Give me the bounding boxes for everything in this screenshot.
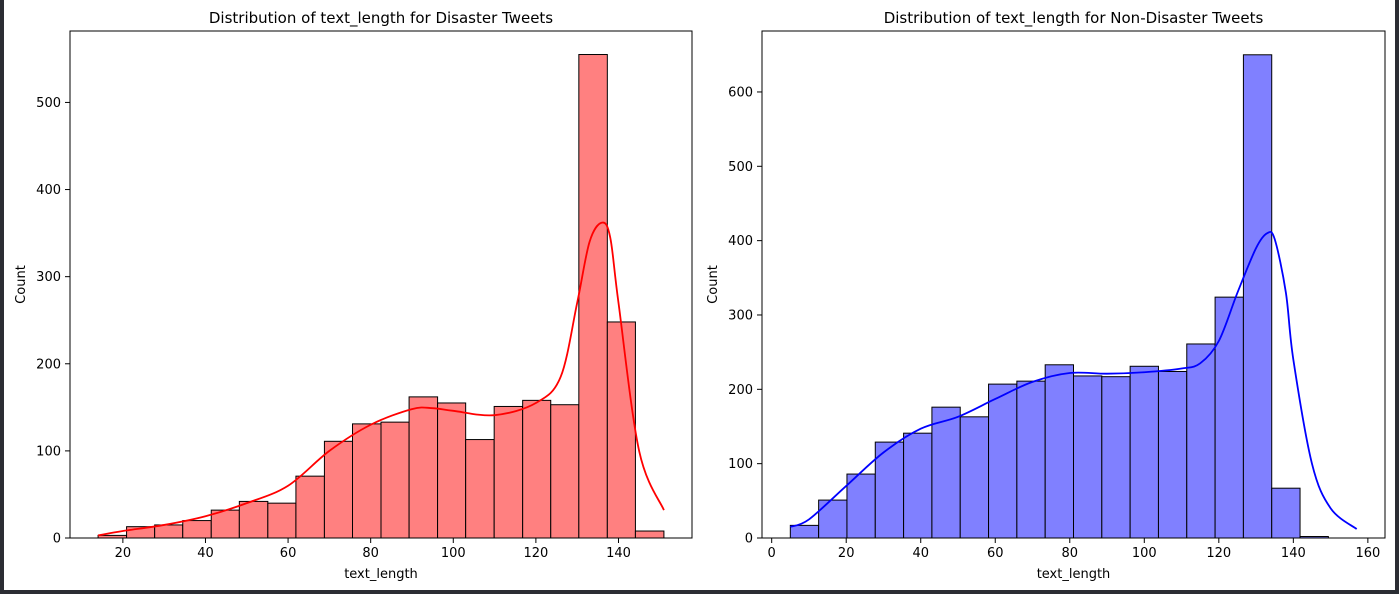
non-disaster-bars <box>789 54 1329 539</box>
non-disaster-bar-2 <box>846 473 876 539</box>
disaster-y-tick-label: 200 <box>36 357 61 372</box>
non-disaster-y-tick-label: 100 <box>728 457 753 472</box>
non-disaster-chart-title: Distribution of text_length for Non-Disa… <box>884 9 1264 28</box>
disaster-bar-19 <box>634 530 665 539</box>
disaster-y-tick-label: 300 <box>36 270 61 285</box>
disaster-x-axis-label: text_length <box>344 567 418 582</box>
disaster-x-tick-label: 140 <box>606 546 631 561</box>
non-disaster-bar-14 <box>1186 343 1216 539</box>
non-disaster-bar-8 <box>1016 380 1046 539</box>
non-disaster-x-tick-label: 160 <box>1355 546 1380 561</box>
disaster-x-tick-label: 40 <box>197 546 214 561</box>
disaster-bar-8 <box>323 440 354 539</box>
disaster-y-tick-label: 400 <box>36 183 61 198</box>
non-disaster-bar-11 <box>1101 376 1131 539</box>
non-disaster-y-tick-label: 200 <box>728 383 753 398</box>
disaster-chart-title: Distribution of text_length for Disaster… <box>209 9 553 28</box>
disaster-axes-frame <box>69 30 693 539</box>
disaster-bar-2 <box>154 524 184 539</box>
disaster-y-axis-label: Count <box>14 265 29 304</box>
non-disaster-bar-9 <box>1044 364 1074 539</box>
non-disaster-bar-1 <box>818 499 848 539</box>
non-disaster-y-axis-label: Count <box>706 265 721 304</box>
non-disaster-x-tick-label: 0 <box>768 546 776 561</box>
disaster-bar-5 <box>238 500 269 539</box>
non-disaster-x-axis-label: text_length <box>1037 567 1111 582</box>
non-disaster-bar-17 <box>1271 487 1301 539</box>
non-disaster-x-tick-label: 140 <box>1281 546 1306 561</box>
non-disaster-y-ticks: 0 100 200 300 400 500 600 <box>728 85 762 547</box>
non-disaster-kde-line <box>789 230 1358 530</box>
disaster-y-tick-label: 100 <box>36 444 61 459</box>
non-disaster-bar-10 <box>1073 375 1103 539</box>
non-disaster-y-tick-label: 300 <box>728 308 753 323</box>
non-disaster-bar-12 <box>1129 365 1159 539</box>
non-disaster-x-tick-label: 120 <box>1206 546 1231 561</box>
non-disaster-x-tick-label: 80 <box>1062 546 1079 561</box>
figure: 20 40 60 80 100 120 140 0 100 200 300 400 500 Distr… <box>4 0 1395 590</box>
non-disaster-x-ticks: 0 20 40 60 80 100 120 140 160 <box>768 538 1380 561</box>
non-disaster-bar-4 <box>903 432 933 539</box>
disaster-bar-10 <box>380 421 410 539</box>
non-disaster-bar-15 <box>1214 296 1244 539</box>
disaster-bar-17 <box>578 54 608 539</box>
disaster-kde-line <box>97 221 665 537</box>
non-disaster-y-tick-label: 0 <box>745 532 753 547</box>
disaster-x-ticks: 20 40 60 80 100 120 140 <box>115 538 631 561</box>
non-disaster-x-tick-label: 40 <box>912 546 929 561</box>
non-disaster-bar-6 <box>959 416 990 539</box>
non-disaster-bar-16 <box>1242 54 1273 539</box>
disaster-bar-6 <box>267 502 297 539</box>
disaster-histogram-panel: 20 40 60 80 100 120 140 0 100 200 300 400 500 Distr… <box>14 9 693 582</box>
disaster-bar-7 <box>295 475 325 539</box>
non-disaster-x-tick-label: 20 <box>838 546 855 561</box>
non-disaster-x-tick-label: 100 <box>1132 546 1157 561</box>
non-disaster-y-tick-label: 400 <box>728 234 753 249</box>
disaster-x-tick-label: 20 <box>115 546 132 561</box>
non-disaster-bar-13 <box>1157 370 1188 539</box>
non-disaster-y-tick-label: 600 <box>728 85 753 100</box>
disaster-x-tick-label: 60 <box>280 546 297 561</box>
non-disaster-histogram-panel: 0 20 40 60 80 100 120 140 160 0 100 200 300 400 500 60… <box>706 9 1386 582</box>
disaster-y-ticks: 0 100 200 300 400 500 <box>36 96 70 547</box>
disaster-bar-16 <box>550 404 580 539</box>
disaster-y-tick-label: 500 <box>36 96 61 111</box>
non-disaster-bar-5 <box>931 406 961 539</box>
non-disaster-bar-0 <box>789 524 820 539</box>
disaster-bar-3 <box>182 520 212 539</box>
disaster-bar-11 <box>408 396 439 539</box>
disaster-x-tick-label: 80 <box>362 546 379 561</box>
disaster-bar-9 <box>352 423 382 539</box>
disaster-x-tick-label: 120 <box>523 546 548 561</box>
non-disaster-y-tick-label: 500 <box>728 160 753 175</box>
disaster-bar-13 <box>465 439 495 539</box>
disaster-bar-18 <box>606 321 636 539</box>
disaster-bar-15 <box>522 399 552 539</box>
disaster-x-tick-label: 100 <box>441 546 466 561</box>
disaster-bar-14 <box>493 405 524 539</box>
disaster-bar-12 <box>437 402 467 539</box>
disaster-bars <box>97 54 665 539</box>
non-disaster-axes-frame <box>761 30 1386 539</box>
disaster-y-tick-label: 0 <box>53 532 61 547</box>
non-disaster-x-tick-label: 60 <box>987 546 1004 561</box>
non-disaster-bar-7 <box>988 383 1018 539</box>
